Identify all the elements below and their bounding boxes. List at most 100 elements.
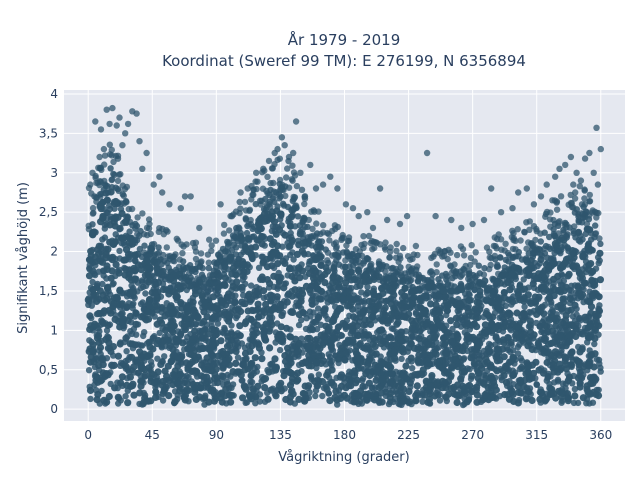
data-point	[378, 358, 386, 366]
data-point	[586, 191, 593, 199]
data-point	[370, 334, 378, 342]
data-point	[179, 250, 186, 257]
data-point	[100, 396, 108, 404]
data-point	[133, 331, 140, 338]
data-point	[596, 235, 603, 242]
data-point	[136, 348, 144, 356]
data-point	[107, 309, 115, 317]
data-point	[369, 384, 376, 392]
data-point	[277, 387, 285, 395]
data-point	[189, 335, 197, 343]
data-point	[571, 385, 579, 393]
data-point	[99, 236, 106, 243]
data-point	[337, 305, 345, 313]
data-point	[562, 283, 570, 291]
data-point-outlier	[187, 193, 194, 200]
data-point	[144, 315, 153, 323]
data-point	[591, 334, 599, 342]
data-point-outlier	[297, 169, 304, 176]
data-point-outlier	[143, 149, 150, 157]
data-point	[293, 182, 301, 190]
data-point-outlier	[543, 181, 550, 188]
data-point	[276, 187, 284, 194]
data-point	[375, 258, 383, 265]
data-point	[393, 240, 400, 248]
data-point	[268, 215, 276, 223]
data-point	[94, 309, 103, 318]
data-point	[298, 186, 306, 193]
data-point	[275, 277, 283, 285]
data-point	[144, 231, 151, 239]
data-point	[556, 341, 564, 349]
data-point	[267, 297, 275, 305]
data-point	[266, 201, 273, 208]
data-point	[121, 256, 129, 264]
data-point	[389, 280, 397, 288]
data-point	[130, 264, 138, 273]
data-point	[298, 290, 307, 298]
data-point	[236, 332, 244, 340]
data-point	[207, 387, 215, 395]
data-point	[239, 258, 247, 266]
data-point	[349, 257, 357, 265]
data-point	[535, 293, 543, 301]
data-point	[533, 228, 540, 235]
data-point	[400, 372, 408, 380]
data-point	[90, 209, 97, 217]
data-point	[313, 325, 321, 333]
data-point	[470, 320, 478, 328]
data-point	[308, 357, 317, 365]
data-point	[283, 362, 292, 370]
x-tick-label: 315	[525, 428, 548, 442]
data-point-outlier	[278, 134, 286, 141]
data-point	[120, 192, 128, 199]
data-point	[128, 340, 137, 348]
data-point	[116, 247, 123, 255]
data-point	[219, 372, 227, 380]
data-point	[556, 366, 565, 374]
data-point	[454, 334, 462, 342]
data-point	[120, 200, 128, 207]
data-point	[107, 165, 114, 172]
data-point	[315, 295, 323, 303]
data-point	[398, 344, 406, 352]
data-point	[528, 396, 536, 405]
data-point-outlier	[567, 153, 575, 161]
data-point	[473, 298, 481, 306]
data-point	[177, 330, 185, 338]
data-point	[433, 316, 441, 324]
data-point	[570, 399, 578, 407]
data-point	[225, 240, 232, 247]
data-point	[220, 257, 227, 265]
data-point	[368, 260, 375, 268]
data-point	[256, 398, 263, 405]
data-point	[252, 306, 261, 314]
data-point	[194, 275, 201, 282]
data-point	[592, 222, 599, 229]
data-point	[527, 256, 535, 264]
data-point	[302, 325, 310, 333]
data-point	[132, 320, 140, 328]
data-point	[260, 294, 267, 301]
data-point	[447, 249, 454, 256]
data-point	[576, 348, 584, 356]
data-point	[493, 245, 500, 252]
data-point	[261, 375, 270, 383]
data-point	[336, 350, 344, 358]
data-point	[268, 262, 276, 270]
data-point	[412, 391, 420, 400]
data-point	[537, 284, 546, 292]
data-point	[134, 230, 141, 238]
data-point	[234, 305, 242, 313]
data-point	[419, 398, 426, 405]
data-point-outlier	[376, 185, 384, 192]
data-point	[140, 249, 148, 256]
data-point	[150, 257, 157, 265]
data-point	[441, 369, 449, 377]
data-point	[327, 340, 335, 348]
data-point	[370, 290, 378, 298]
data-point	[357, 262, 364, 270]
data-point	[96, 202, 104, 211]
data-point	[522, 267, 530, 275]
data-point	[236, 198, 243, 206]
